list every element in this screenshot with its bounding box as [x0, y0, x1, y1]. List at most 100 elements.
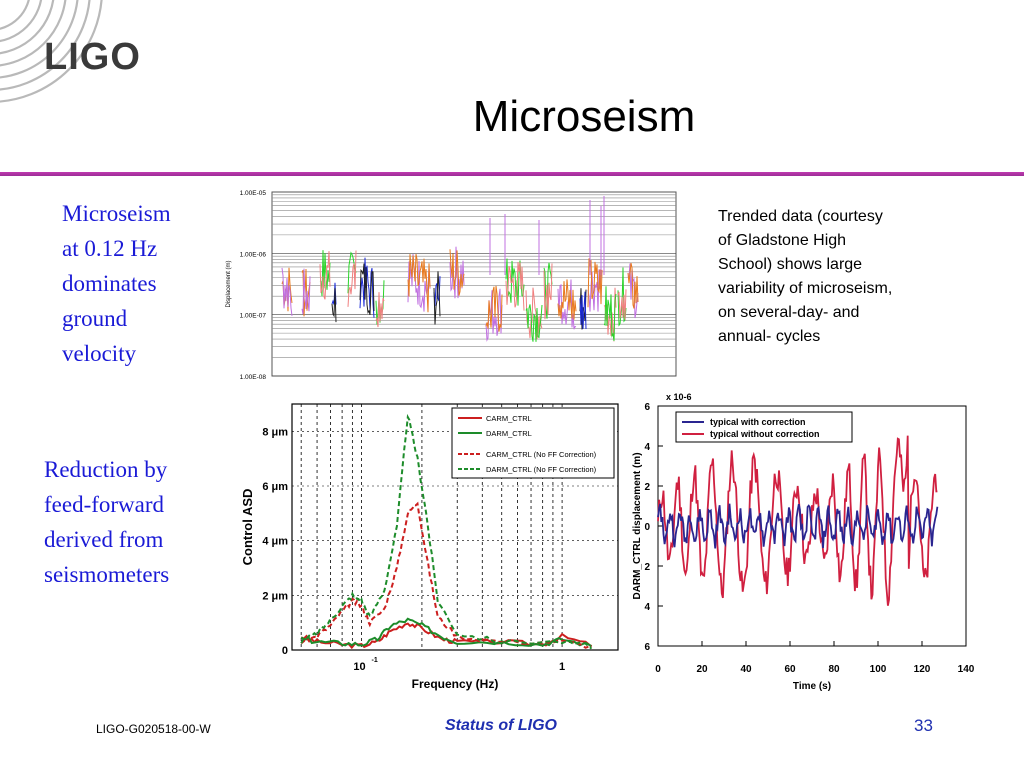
- data-series-line: [359, 257, 375, 318]
- legend-label: DARM_CTRL (No FF Correction): [486, 465, 597, 474]
- y-tick-label: 8 μm: [262, 426, 288, 438]
- legend: typical with correction typical without c…: [675, 411, 853, 443]
- x-tick-label: 0: [655, 664, 661, 675]
- data-series-line: [485, 285, 503, 332]
- series-line: [657, 435, 938, 606]
- data-series-line: [557, 279, 577, 320]
- data-series-line: [579, 291, 587, 330]
- page-number: 33: [914, 716, 933, 735]
- y-tick-label: 1.00E-05: [240, 190, 267, 197]
- y-tick-label: 6 μm: [262, 481, 288, 493]
- data-series-line: [281, 267, 293, 316]
- data-series-line: [407, 254, 431, 312]
- data-series-line: [301, 268, 311, 315]
- ligo-logo: LIGO: [0, 0, 180, 110]
- y-tick-label: 6: [644, 642, 650, 653]
- trended-displacement-chart: 1.00E-05 1.00E-06 1.00E-07 1.00E-08 Displace…: [226, 190, 677, 381]
- y-exponent-label: x 10-6: [666, 392, 692, 402]
- data-series-line: [319, 251, 331, 300]
- note-line: variability of microseism,: [718, 280, 893, 297]
- y-tick-label: 0: [282, 645, 288, 657]
- slide-title: Microseism: [472, 92, 696, 141]
- y-tick-label: 4: [644, 602, 650, 613]
- text-line: dominates: [62, 271, 157, 296]
- series-line: [300, 501, 592, 649]
- series-line: [300, 617, 592, 647]
- text-line: Reduction by: [44, 457, 168, 482]
- note-line: annual- cycles: [718, 328, 821, 345]
- text-line: velocity: [62, 341, 137, 366]
- data-series-line: [627, 262, 639, 309]
- data-series-line: [525, 304, 543, 342]
- left-text-reduction: Reduction by feed-forward derived from s…: [44, 452, 169, 592]
- data-series-line: [543, 263, 553, 320]
- data-series-line: [433, 271, 441, 325]
- plot-frame: [271, 191, 677, 377]
- y-tick-label: 2: [644, 562, 650, 573]
- title-divider: [0, 172, 1024, 176]
- y-tick-label: 4 μm: [262, 536, 288, 548]
- y-tick-label: 2 μm: [262, 590, 288, 602]
- y-tick-label: 2: [644, 482, 650, 493]
- logo-text: LIGO: [44, 36, 141, 78]
- text-line: ground: [62, 306, 128, 331]
- legend-label: DARM_CTRL: [486, 429, 532, 438]
- legend-box: [675, 411, 853, 443]
- text-line: Microseism: [62, 201, 171, 226]
- x-tick-label: 80: [828, 664, 840, 675]
- x-tick-label: 40: [740, 664, 752, 675]
- note-line: on several-day- and: [718, 304, 860, 321]
- x-tick-label: 20: [696, 664, 708, 675]
- x-axis-label: Frequency (Hz): [412, 677, 499, 691]
- x-tick-label: 10: [353, 661, 365, 673]
- left-text-microseism: Microseism at 0.12 Hz dominates ground v…: [62, 196, 171, 371]
- data-series-line: [359, 263, 375, 316]
- y-axis-label: Displacement (m): [226, 260, 232, 307]
- legend-label: typical without correction: [710, 429, 820, 439]
- data-series-line: [557, 279, 577, 330]
- text-line: seismometers: [44, 562, 170, 587]
- y-tick-label: 0: [644, 522, 650, 533]
- legend-box: [451, 407, 615, 479]
- data-series-line: [579, 288, 587, 330]
- x-tick-label: 120: [914, 664, 931, 675]
- text-line: at 0.12 Hz: [62, 236, 158, 261]
- x-tick-label: 100: [870, 664, 887, 675]
- legend-label: CARM_CTRL (No FF Correction): [486, 450, 597, 459]
- y-tick-label: 1.00E-06: [240, 251, 267, 258]
- legend-label: CARM_CTRL: [486, 414, 532, 423]
- data-series-line: [407, 254, 431, 313]
- data-series-line: [617, 289, 627, 320]
- x-tick-label: 140: [958, 664, 975, 675]
- y-tick-label: 1.00E-07: [240, 313, 267, 320]
- x-tick-exponent: -1: [372, 657, 378, 664]
- document-id: LIGO-G020518-00-W: [96, 722, 211, 736]
- data-series-line: [543, 262, 553, 319]
- x-tick-label: 60: [784, 664, 796, 675]
- control-asd-chart: 0 2 μm 4 μm 6 μm 8 μm 10 -1 1 Frequency (Hz) Cont…: [240, 403, 619, 691]
- text-line: feed-forward: [44, 492, 165, 517]
- series-line: [300, 413, 593, 650]
- y-tick-label: 4: [644, 442, 650, 453]
- trend-note: Trended data (courtesy of Gladstone High…: [718, 205, 948, 349]
- data-series-line: [449, 249, 465, 296]
- note-line: Trended data (courtesy: [718, 208, 883, 225]
- data-series-line: [603, 287, 617, 342]
- y-axis-label: DARM_CTRL displacement (m): [632, 452, 643, 599]
- data-series-line: [347, 250, 357, 307]
- legend: CARM_CTRL DARM_CTRL CARM_CTRL (No FF Corre…: [451, 407, 615, 479]
- data-series-line: [331, 288, 337, 323]
- series-line: [657, 503, 939, 549]
- y-tick-label: 6: [644, 402, 650, 413]
- x-tick-label: 1: [559, 661, 565, 673]
- y-tick-label: 1.00E-08: [240, 374, 267, 381]
- note-line: of Gladstone High: [718, 232, 847, 249]
- data-series-line: [347, 251, 357, 294]
- data-series-line: [603, 286, 617, 341]
- text-line: derived from: [44, 527, 164, 552]
- note-line: School) shows large: [718, 256, 863, 273]
- data-series-line: [505, 261, 525, 311]
- y-axis-label: Control ASD: [240, 489, 255, 566]
- data-series-line: [627, 263, 639, 319]
- data-series-line: [375, 292, 385, 328]
